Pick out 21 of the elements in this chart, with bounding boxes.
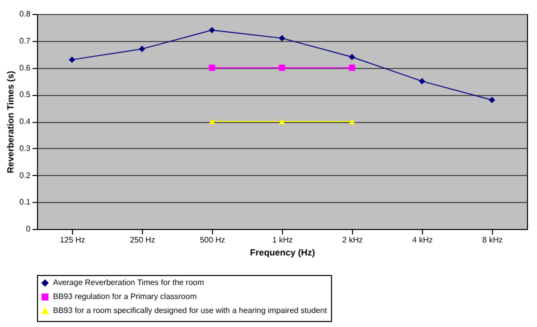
x-tick-label: 4 kHz [412, 236, 433, 244]
x-tick-label: 2 kHz [342, 236, 363, 244]
legend-label: BB93 regulation for a Primary classroom [53, 292, 197, 301]
y-tick-label: 0.8 [19, 10, 32, 18]
y-tick-label: 0.7 [19, 36, 32, 46]
legend-label: Average Reverberation Times for the room [53, 278, 204, 287]
y-axis-title: Reverberation Times (s) [5, 70, 16, 174]
y-tick-label: 0.3 [19, 144, 32, 153]
y-tick-label: 0.4 [19, 117, 32, 126]
x-axis-title: Frequency (Hz) [250, 248, 316, 258]
y-tick-label: 0.5 [19, 90, 32, 100]
x-tick-label: 1 kHz [272, 236, 293, 244]
y-tick-label: 0 [26, 224, 32, 234]
y-tick-label: 0.2 [19, 170, 32, 180]
y-tick-label: 0.1 [19, 198, 32, 207]
x-tick-label: 250 Hz [130, 236, 156, 244]
y-tick-label: 0.6 [19, 63, 32, 72]
x-tick-label: 500 Hz [200, 236, 226, 244]
x-tick-label: 125 Hz [60, 236, 86, 244]
legend-label: BB93 for a room specifically designed for use with a hearing impaired student [53, 306, 328, 315]
x-tick-label: 8 kHz [482, 236, 503, 244]
